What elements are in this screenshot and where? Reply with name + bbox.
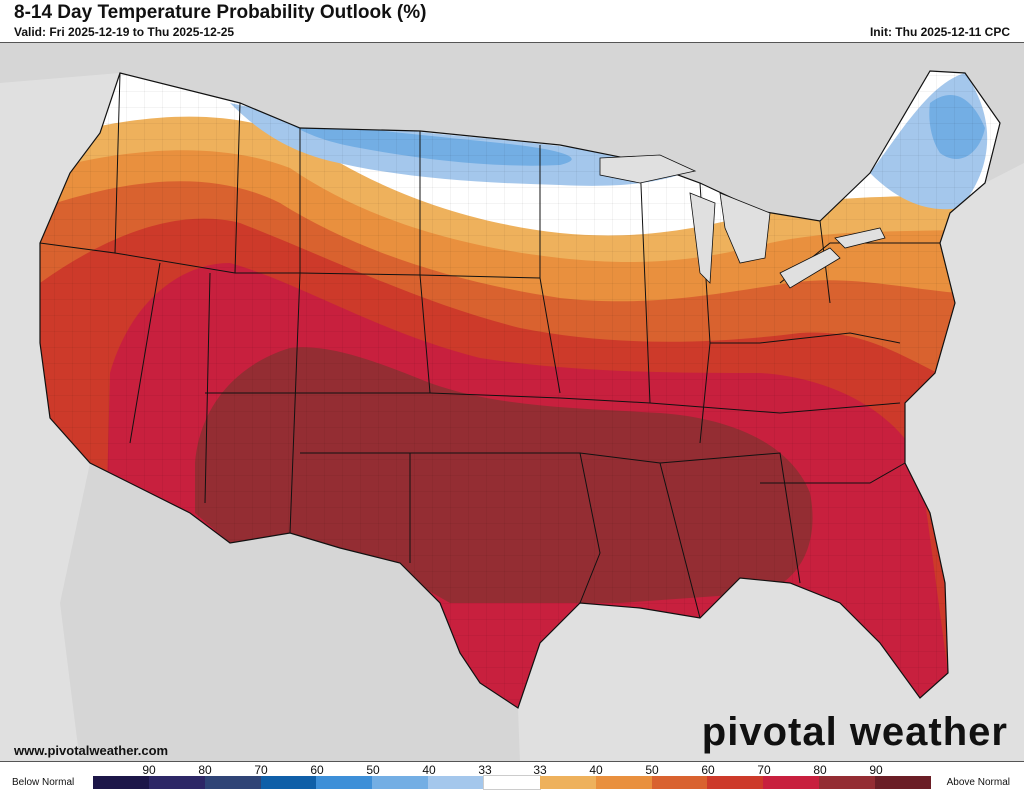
- legend-color-swatch: [428, 776, 485, 789]
- valid-period: Valid: Fri 2025-12-19 to Thu 2025-12-25: [14, 25, 235, 39]
- great-lakes: [599, 154, 886, 289]
- conus-outline: [39, 70, 1001, 709]
- legend-color-swatch: [93, 776, 149, 789]
- legend-color-swatch: [763, 776, 820, 789]
- outlook-map: [0, 42, 1024, 762]
- legend-color-swatch: [260, 776, 317, 789]
- legend-color-swatch: [595, 776, 652, 789]
- legend-color-bar: [93, 775, 931, 790]
- legend-tick: 70: [757, 763, 771, 777]
- legend-color-swatch: [483, 775, 541, 790]
- canada-land: [0, 43, 1024, 221]
- legend-tick: 40: [589, 763, 603, 777]
- legend-tick: 70: [254, 763, 268, 777]
- legend-color-swatch: [651, 776, 708, 789]
- legend-tick: 90: [869, 763, 883, 777]
- site-url: www.pivotalweather.com: [14, 743, 169, 758]
- legend-ticks: 90 80 70 60 50 40 33 33 40 50 60 70 80 9…: [0, 762, 1024, 777]
- legend-tick: 60: [310, 763, 324, 777]
- legend-color-swatch: [148, 776, 205, 789]
- legend-below-label: Below Normal: [12, 777, 75, 788]
- legend-tick: 50: [366, 763, 380, 777]
- legend-tick: 50: [645, 763, 659, 777]
- legend-tick: 80: [198, 763, 212, 777]
- legend-color-swatch: [372, 776, 429, 789]
- brand-logo: pivotal weather: [701, 710, 1008, 754]
- legend-tick: 40: [422, 763, 436, 777]
- init-time: Init: Thu 2025-12-11 CPC: [869, 25, 1010, 39]
- legend-tick: 80: [813, 763, 827, 777]
- legend-above-label: Above Normal: [946, 777, 1010, 788]
- legend-tick: 60: [701, 763, 715, 777]
- legend-color-swatch: [819, 776, 876, 789]
- legend-color-swatch: [316, 776, 373, 789]
- map-header: 8-14 Day Temperature Probability Outlook…: [0, 0, 1024, 42]
- legend-tick: 90: [142, 763, 156, 777]
- legend-color-swatch: [204, 776, 261, 789]
- page-title: 8-14 Day Temperature Probability Outlook…: [14, 2, 427, 23]
- legend-tick: 33: [533, 763, 547, 777]
- mexico-land: [60, 463, 520, 761]
- legend-tick: 33: [478, 763, 492, 777]
- color-legend: 90 80 70 60 50 40 33 33 40 50 60 70 80 9…: [0, 762, 1024, 791]
- legend-color-swatch: [707, 776, 764, 789]
- legend-color-swatch: [539, 776, 596, 789]
- legend-color-swatch: [875, 776, 931, 789]
- map-svg: [0, 43, 1024, 761]
